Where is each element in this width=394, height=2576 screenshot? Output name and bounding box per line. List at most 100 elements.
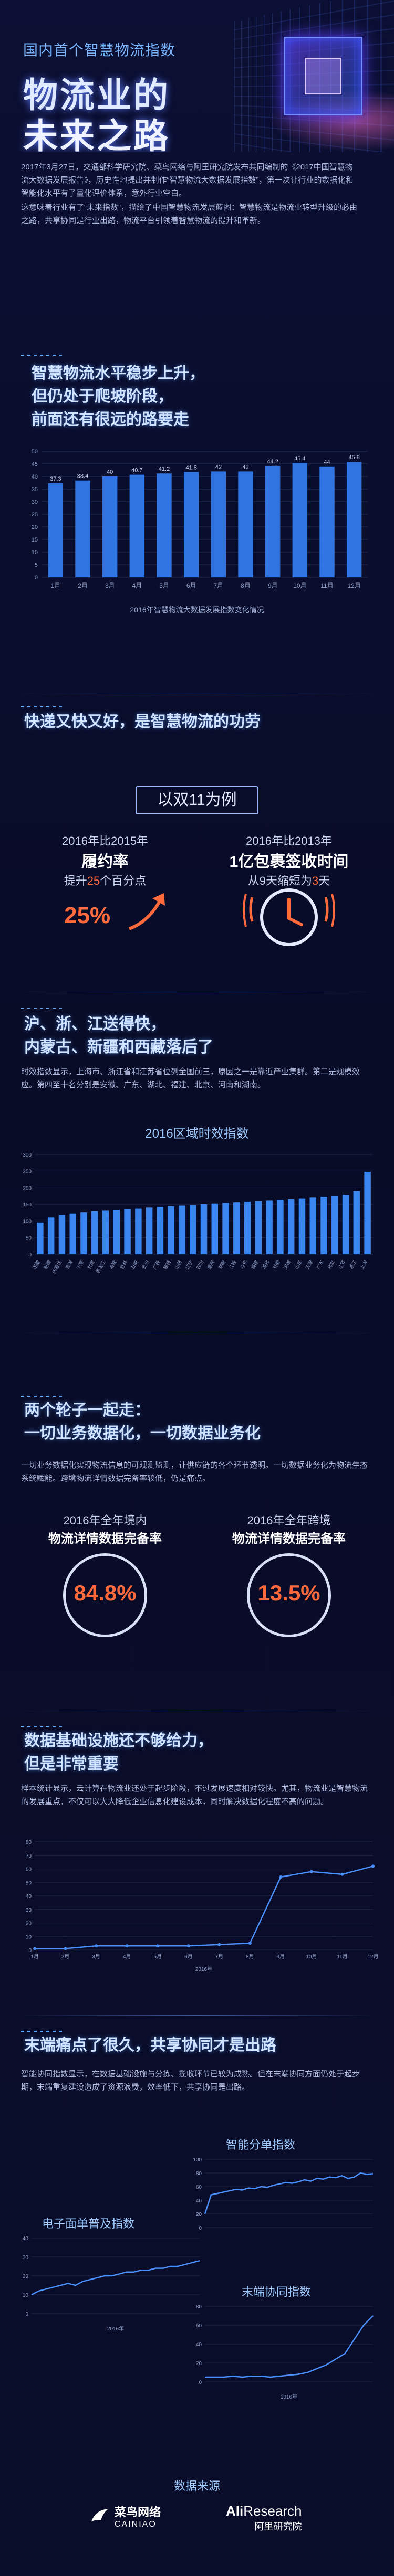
y-tick-label: 20	[196, 2212, 202, 2218]
bar	[287, 1199, 295, 1254]
sorting-line-chart: 0 20 40 60 80 100	[193, 2157, 374, 2231]
y-tick-label: 10	[32, 549, 38, 556]
x-tick-label: 3月	[92, 1954, 100, 1960]
y-tick-label: 0	[25, 2312, 28, 2317]
y-tick-label: 60	[196, 2185, 202, 2190]
bar	[265, 465, 281, 577]
data-point	[33, 1947, 36, 1950]
x-tick-label: 广西	[151, 1259, 161, 1271]
y-tick-label: 25	[32, 512, 38, 518]
bar	[102, 1210, 109, 1254]
x-tick-label: 广东	[315, 1259, 325, 1271]
bar	[233, 1202, 240, 1254]
y-tick-label: 20	[196, 2361, 202, 2367]
x-tick-label: 2月	[61, 1954, 70, 1960]
x-tick-label: 3月	[105, 582, 115, 589]
section5-text: 样本统计显示，云计算在物流业还处于起步阶段，不过发展速度相对较快。尤其，物流业是…	[21, 1784, 368, 1806]
waybill-line-chart: 0 10 20 30 40 2016年	[23, 2236, 200, 2332]
y-tick-label: 50	[32, 449, 38, 455]
series-line	[204, 2172, 374, 2214]
hero-banner: 国内首个智慧物流指数 物流业的 未来之路	[0, 0, 394, 152]
section-divider-dots	[21, 1726, 63, 1727]
cainiao-bird-icon	[91, 2509, 108, 2521]
chart1-caption: 2016年智慧物流大数据发展指数变化情况	[130, 606, 264, 614]
y-tick-label: 10	[23, 2293, 29, 2298]
section3-title-line2: 内蒙古、新疆和西藏落后了	[24, 1038, 213, 1056]
intro-text: 2017年3月27日，交通部科学研究院、菜鸟网络与阿里研究院发布共同编制的《20…	[21, 161, 357, 227]
section5-title-line1: 数据基础设施还不够给力，	[24, 1732, 213, 1750]
delivery-time-stat: 2016年比2013年 1亿包裹签收时间 从9天缩短为3天	[210, 832, 368, 888]
bar	[298, 1198, 306, 1254]
section4-title-line1: 两个轮子一起走：	[24, 1402, 150, 1419]
section3-title-line1: 沪、浙、江送得快，	[24, 1015, 166, 1033]
fulfillment-stat-detail: 提升25个百分点	[64, 874, 147, 887]
hero-inner-cube-graphic	[305, 58, 341, 94]
section6-title: 末端痛点了很久，共享协同才是出路	[24, 2037, 276, 2054]
x-tick-label: 青海	[64, 1259, 74, 1271]
cainiao-name-en: CAINIAO	[115, 2520, 157, 2529]
cainiao-logo: 菜鸟网络 CAINIAO	[89, 2503, 161, 2529]
section1-title-line3: 前面还有很远的路要走	[32, 411, 189, 428]
section-divider-dots	[21, 1396, 63, 1397]
x-tick-label: 1月	[50, 582, 60, 589]
x-tick-label: 河北	[239, 1259, 248, 1271]
section-divider	[16, 2015, 378, 2016]
fulfillment-stat: 2016年比2015年 履约率 提升25个百分点	[37, 832, 173, 888]
y-tick-label: 250	[23, 1169, 32, 1175]
hero-cube-graphic	[284, 37, 362, 115]
section1-title-line2: 但仍处于爬坡阶段，	[32, 388, 173, 405]
section1-title-line1: 智慧物流水平稳步上升，	[32, 365, 205, 382]
delivery-stat-period: 2016年比2013年	[246, 834, 332, 847]
region-chart-title: 2016区域时效指数	[145, 1127, 249, 1141]
x-tick-label: 5月	[153, 1954, 162, 1960]
x-tick-label: 山东	[293, 1259, 303, 1271]
x-tick-label: 10月	[293, 582, 306, 589]
x-tick-label: 北京	[326, 1259, 336, 1271]
x-axis-label: 2016年	[107, 2325, 124, 2332]
bar	[157, 473, 172, 577]
bar	[48, 483, 64, 577]
x-tick-label: 湖北	[261, 1259, 271, 1270]
section5-title: 数据基础设施还不够给力， 但是非常重要	[24, 1730, 213, 1776]
bar-value-label: 40.7	[131, 468, 142, 474]
y-tick-label: 20	[32, 524, 38, 531]
bar	[211, 1203, 219, 1254]
x-tick-label: 内蒙古	[51, 1259, 64, 1275]
fulfillment-stat-label: 履约率	[81, 853, 129, 871]
bar	[309, 1197, 316, 1254]
trend-up-arrow-icon	[128, 893, 165, 930]
bar	[277, 1200, 284, 1254]
bar	[58, 1215, 66, 1254]
bar-value-label: 41.2	[159, 466, 170, 472]
y-tick-label: 80	[196, 2304, 202, 2310]
y-tick-label: 200	[23, 1185, 32, 1191]
x-tick-label: 2月	[78, 582, 88, 589]
y-tick-label: 10	[26, 1934, 32, 1940]
x-tick-label: 重庆	[206, 1259, 216, 1271]
bar	[266, 1200, 273, 1254]
section3-title: 沪、浙、江送得快， 内蒙古、新疆和西藏落后了	[24, 1013, 213, 1059]
bar	[244, 1201, 251, 1254]
x-tick-label: 1月	[30, 1954, 39, 1960]
bar-value-label: 42	[242, 464, 248, 470]
x-tick-label: 4月	[123, 1954, 131, 1960]
hero-title-line2: 未来之路	[23, 116, 170, 152]
x-tick-label: 6月	[186, 582, 196, 589]
x-tick-label: 江西	[228, 1259, 238, 1270]
intro-paragraph-2: 这意味着行业有了“未来指数”，描绘了中国智慧物流发展蓝图：智慧物流是物流业转型升…	[21, 203, 357, 225]
intro-paragraph-1: 2017年3月27日，交通部科学研究院、菜鸟网络与阿里研究院发布共同编制的《20…	[21, 163, 354, 198]
bar-value-label: 38.4	[77, 473, 88, 480]
y-tick-label: 40	[23, 2236, 29, 2242]
y-tick-label: 0	[199, 2380, 202, 2386]
section2-title: 快递又快又好，是智慧物流的功劳	[24, 713, 261, 730]
data-point	[156, 1944, 160, 1948]
x-tick-label: 12月	[347, 582, 360, 589]
data-point	[309, 1870, 313, 1873]
y-tick-label: 60	[26, 1867, 32, 1873]
x-tick-label: 10月	[306, 1954, 317, 1960]
bar	[320, 1197, 327, 1254]
x-tick-label: 9月	[268, 582, 278, 589]
domestic-completeness-label: 2016年全年境内 物流详情数据完备率	[32, 1511, 179, 1546]
bar	[211, 471, 226, 577]
bar	[47, 1217, 55, 1254]
